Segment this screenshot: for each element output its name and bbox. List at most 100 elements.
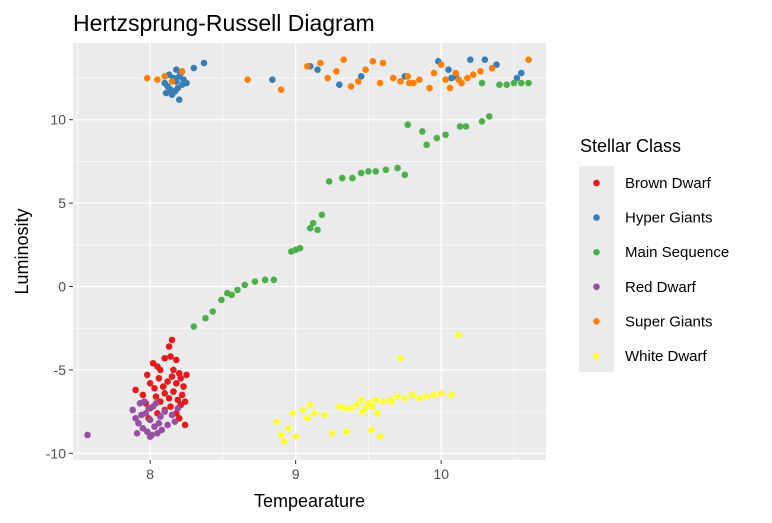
point-main-sequence [306,224,314,232]
legend-label-main-sequence: Main Sequence [625,244,729,261]
point-brown-dwarf [173,356,180,364]
point-red-dwarf [133,430,141,437]
point-super-giants [347,83,355,90]
point-white-dwarf [353,401,361,409]
point-white-dwarf [289,409,297,417]
point-super-giants [455,76,462,83]
point-brown-dwarf [164,378,171,385]
point-brown-dwarf [183,371,190,379]
point-main-sequence [423,141,430,149]
point-white-dwarf [341,404,349,412]
point-brown-dwarf [181,421,189,429]
point-main-sequence [496,81,503,88]
point-brown-dwarf [165,343,173,350]
point-super-giants [464,74,471,82]
point-brown-dwarf [132,386,139,394]
point-main-sequence [442,131,449,139]
point-brown-dwarf [143,371,151,379]
point-super-giants [437,61,445,68]
legend-key-super-giants [593,318,600,325]
point-brown-dwarf [178,391,186,399]
data-points [84,56,532,445]
point-white-dwarf [423,393,430,400]
y-tick-label: 10 [50,112,66,128]
point-super-giants [369,58,377,65]
point-main-sequence [456,123,464,130]
legend-label-white-dwarf: White Dwarf [625,348,708,365]
point-brown-dwarf [152,393,160,400]
legend-key-red-dwarf [593,283,600,291]
point-white-dwarf [273,418,281,425]
point-main-sequence [510,79,518,87]
point-brown-dwarf [175,369,183,377]
point-hyper-giants [314,66,321,73]
point-main-sequence [418,128,426,135]
legend-items: Brown Dwarf Hyper Giants Main Sequence Red … [593,175,729,365]
axes: 8 9 10 -10 -5 0 5 10 [46,112,449,482]
point-red-dwarf [171,418,179,425]
point-brown-dwarf [181,398,189,405]
point-main-sequence [382,166,390,174]
legend-label-super-giants: Super Giants [625,313,713,330]
point-brown-dwarf [146,379,154,387]
point-white-dwarf [285,425,292,432]
point-white-dwarf [372,396,380,404]
legend-key-brown-dwarf [593,179,600,187]
point-super-giants [376,79,384,87]
point-super-giants [477,68,484,75]
point-white-dwarf [306,401,314,409]
point-main-sequence [218,296,225,304]
legend: Stellar Class Brown Dwarf Hyper Giants Mai… [579,136,729,372]
point-main-sequence [365,168,372,175]
point-main-sequence [478,118,486,125]
point-brown-dwarf [168,373,176,380]
point-red-dwarf [168,411,176,419]
point-main-sequence [190,323,198,330]
y-tick-label: -5 [54,362,67,378]
x-tick-label: 8 [146,466,154,482]
point-hyper-giants [174,84,182,92]
point-super-giants [389,74,397,82]
point-white-dwarf [397,354,404,362]
point-main-sequence [517,79,525,87]
point-main-sequence [309,219,317,227]
point-hyper-giants [467,56,474,63]
point-hyper-giants [357,73,365,80]
point-brown-dwarf [151,384,158,392]
point-red-dwarf [138,411,145,419]
point-main-sequence [234,286,241,294]
point-main-sequence [318,211,326,219]
point-red-dwarf [141,398,148,405]
point-main-sequence [241,281,249,289]
point-brown-dwarf [159,383,167,390]
point-hyper-giants [448,74,455,82]
point-red-dwarf [152,399,160,407]
point-main-sequence [338,174,346,182]
point-main-sequence [394,164,401,172]
chart-title: Hertzsprung-Russell Diagram [73,10,375,36]
point-white-dwarf [416,394,423,402]
point-brown-dwarf [173,379,180,387]
legend-key-hyper-giants [593,214,600,221]
point-brown-dwarf [174,396,182,404]
point-main-sequence [349,174,356,182]
point-brown-dwarf [170,388,177,395]
point-super-giants [277,86,285,94]
point-white-dwarf [394,393,401,400]
point-super-giants [362,66,369,73]
point-super-giants [244,76,251,83]
point-white-dwarf [336,403,343,410]
point-main-sequence [261,276,269,284]
point-white-dwarf [299,406,307,414]
point-super-giants [324,74,331,82]
point-hyper-giants [173,66,180,73]
legend-key-main-sequence [593,248,600,256]
point-brown-dwarf [170,366,177,374]
legend-label-hyper-giants: Hyper Giants [625,210,713,227]
point-white-dwarf [401,394,409,402]
point-red-dwarf [155,420,163,427]
point-red-dwarf [129,406,136,414]
point-brown-dwarf [165,394,173,402]
x-axis-title: Tempearature [254,491,365,511]
y-tick-label: 5 [58,195,66,211]
